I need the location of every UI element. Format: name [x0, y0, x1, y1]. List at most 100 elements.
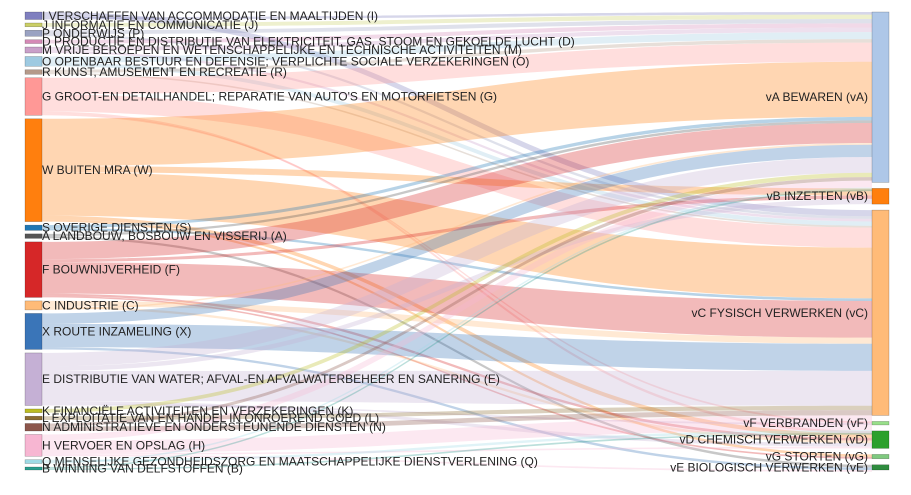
link-r-to-vc[interactable] — [42, 72, 872, 228]
link-x-to-vc[interactable] — [42, 323, 872, 371]
link-f-to-vg[interactable] — [42, 295, 872, 459]
node-q[interactable] — [24, 459, 43, 464]
link-e-to-va[interactable] — [42, 157, 872, 367]
node-w[interactable] — [24, 118, 43, 222]
node-label-i: I VERSCHAFFEN VAN ACCOMMODATIE EN MAALTI… — [42, 9, 378, 23]
link-e-to-vd[interactable] — [42, 400, 872, 447]
node-vg[interactable] — [871, 454, 890, 460]
link-g-to-vf[interactable] — [42, 113, 872, 424]
link-g-to-vc[interactable] — [42, 94, 872, 248]
link-h-to-ve[interactable] — [42, 454, 872, 472]
node-va[interactable] — [871, 11, 890, 183]
node-b[interactable] — [24, 466, 43, 471]
node-label-k: K FINANCIËLE ACTIVITEITEN EN VERZEKERING… — [42, 404, 353, 418]
link-b-to-va[interactable] — [42, 189, 872, 469]
node-h[interactable] — [24, 434, 43, 457]
node-vd[interactable] — [871, 430, 890, 449]
node-k[interactable] — [24, 408, 43, 413]
node-a[interactable] — [24, 233, 43, 239]
link-s-to-va[interactable] — [42, 116, 872, 229]
link-s-to-vc[interactable] — [42, 228, 872, 301]
node-r[interactable] — [24, 69, 43, 75]
link-n-to-vc[interactable] — [42, 410, 872, 431]
link-f-to-va[interactable] — [42, 122, 872, 260]
node-i[interactable] — [24, 11, 43, 20]
link-p-to-va[interactable] — [42, 18, 872, 35]
link-h-to-vc[interactable] — [42, 415, 872, 454]
node-label-vc: vC FYSISCH VERWERKEN (vC) — [692, 306, 868, 320]
link-c-to-vd[interactable] — [42, 306, 872, 444]
node-l[interactable] — [24, 415, 43, 421]
link-g-to-va[interactable] — [42, 42, 872, 95]
link-w-to-va[interactable] — [42, 61, 872, 167]
link-c-to-va[interactable] — [42, 143, 872, 310]
node-label-x: X ROUTE INZAMELING (X) — [42, 324, 191, 338]
node-j[interactable] — [24, 22, 43, 28]
link-e-to-vf[interactable] — [42, 403, 872, 425]
link-m-to-va[interactable] — [42, 27, 872, 51]
node-e[interactable] — [24, 352, 43, 406]
node-x[interactable] — [24, 313, 43, 350]
labels-layer: I VERSCHAFFEN VAN ACCOMMODATIE EN MAALTI… — [42, 9, 868, 476]
link-x-to-ve[interactable] — [42, 347, 872, 470]
node-label-w: W BUITEN MRA (W) — [42, 163, 153, 177]
node-g[interactable] — [24, 77, 43, 116]
link-x-to-va[interactable] — [42, 144, 872, 324]
node-label-h: H VERVOER EN OPSLAG (H) — [42, 438, 205, 452]
link-b-to-vc[interactable] — [42, 432, 872, 470]
link-l-to-vc[interactable] — [42, 405, 872, 420]
node-label-l: L EXPLOITATIE VAN EN HANDEL IN ONROEREND… — [42, 411, 379, 425]
node-vb[interactable] — [871, 188, 890, 205]
link-h-to-va[interactable] — [42, 180, 872, 441]
node-ve[interactable] — [871, 464, 890, 471]
link-d-to-va[interactable] — [42, 23, 872, 44]
node-o[interactable] — [24, 56, 43, 67]
link-g-to-vd[interactable] — [42, 111, 872, 434]
node-label-vb: vB INZETTEN (vB) — [767, 189, 868, 203]
link-f-to-vd[interactable] — [42, 293, 872, 441]
link-n-to-va[interactable] — [42, 177, 872, 427]
node-label-e: E DISTRIBUTIE VAN WATER; AFVAL-EN AFVALW… — [42, 372, 500, 386]
link-w-to-vg[interactable] — [42, 219, 872, 458]
link-f-to-vc[interactable] — [42, 262, 872, 338]
link-f-to-vb[interactable] — [42, 195, 872, 263]
link-w-to-vb[interactable] — [42, 166, 872, 196]
link-w-to-vc[interactable] — [42, 172, 872, 299]
node-p[interactable] — [24, 30, 43, 37]
node-label-vf: vF VERBRANDEN (vF) — [743, 416, 868, 430]
link-r-to-va[interactable] — [42, 39, 872, 73]
link-k-to-va[interactable] — [42, 172, 872, 413]
node-d[interactable] — [24, 39, 43, 44]
link-a-to-va[interactable] — [42, 120, 872, 237]
link-i-to-va[interactable] — [42, 12, 872, 20]
node-label-r: R KUNST, AMUSEMENT EN RECREATIE (R) — [42, 65, 287, 79]
link-o-to-vc[interactable] — [42, 62, 872, 226]
link-e-to-vc[interactable] — [42, 370, 872, 406]
node-f[interactable] — [24, 241, 43, 298]
links-layer — [42, 12, 872, 472]
link-i-to-vc[interactable] — [42, 12, 872, 217]
link-p-to-vc[interactable] — [42, 34, 872, 219]
nodes-layer — [24, 11, 890, 471]
node-s[interactable] — [24, 224, 43, 231]
node-c[interactable] — [24, 300, 43, 311]
node-vf[interactable] — [871, 421, 890, 426]
link-q-to-vc[interactable] — [42, 430, 872, 462]
link-h-to-vd[interactable] — [42, 446, 872, 455]
link-a-to-ve[interactable] — [42, 236, 872, 468]
link-j-to-va[interactable] — [42, 14, 872, 27]
node-label-m: M VRIJE BEROEPEN EN WETENSCHAPPELIJKE EN… — [42, 43, 522, 57]
link-o-to-va[interactable] — [42, 32, 872, 63]
link-c-to-vc[interactable] — [42, 300, 872, 344]
node-label-va: vA BEWAREN (vA) — [766, 90, 868, 104]
node-label-q: Q MENSELIJKE GEZONDHEIDSZORG EN MAATSCHA… — [42, 455, 538, 469]
node-m[interactable] — [24, 46, 43, 54]
node-n[interactable] — [24, 423, 43, 432]
link-q-to-va[interactable] — [42, 187, 872, 464]
link-w-to-vd[interactable] — [42, 215, 872, 438]
node-label-s: S OVERIGE DIENSTEN (S) — [42, 221, 191, 235]
link-m-to-vc[interactable] — [42, 50, 872, 222]
node-label-vd: vD CHEMISCH VERWERKEN (vD) — [680, 433, 868, 447]
node-vc[interactable] — [871, 209, 890, 416]
link-e-to-vb[interactable] — [42, 198, 872, 371]
